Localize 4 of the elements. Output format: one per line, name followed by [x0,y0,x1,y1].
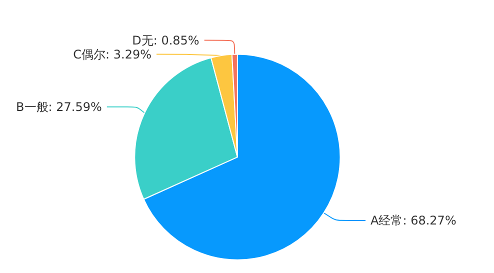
slice-label: D无: 0.85% [132,33,200,48]
slice-label: B一般: 27.59% [16,100,102,114]
slice-label: C偶尔: 3.29% [73,47,152,62]
slice-label: A经常: 68.27% [370,213,456,228]
